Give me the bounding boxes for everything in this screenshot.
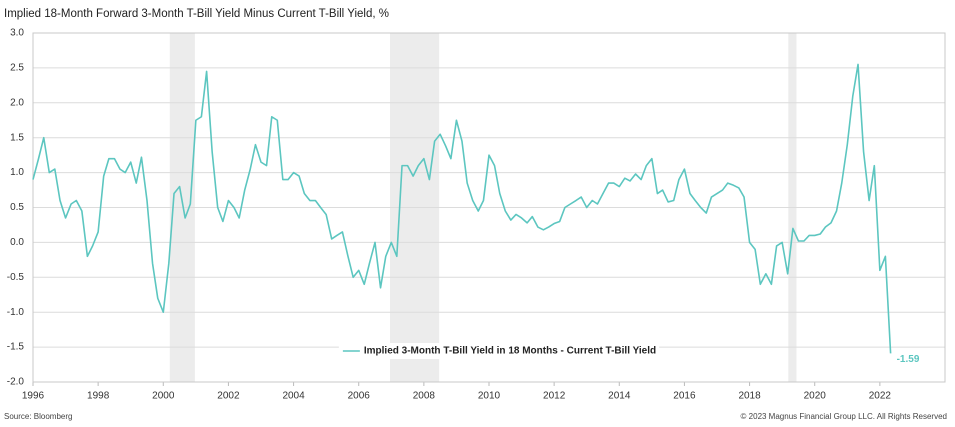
y-tick-label: -0.5: [7, 272, 25, 283]
chart-title: Implied 18-Month Forward 3-Month T-Bill …: [4, 8, 389, 20]
plot-frame: [32, 32, 946, 383]
x-tick-label: 2018: [738, 391, 761, 402]
legend-label: Implied 3-Month T-Bill Yield in 18 Month…: [364, 346, 656, 357]
y-tick-label: 0.0: [10, 237, 24, 248]
y-tick-label: 2.0: [10, 97, 24, 108]
y-tick-label: -1.5: [7, 342, 25, 353]
x-tick-label: 2008: [413, 391, 436, 402]
y-tick-label: -1.0: [7, 307, 25, 318]
x-tick-label: 2016: [673, 391, 696, 402]
end-label: -1.59: [897, 354, 920, 365]
y-tick-label: -2.0: [7, 377, 25, 388]
x-tick-label: 2014: [608, 391, 631, 402]
y-tick-label: 3.0: [10, 28, 24, 39]
x-tick-label: 2012: [543, 391, 566, 402]
x-tick-label: 2020: [804, 391, 827, 402]
data-line: [32, 63, 892, 354]
legend: Implied 3-Month T-Bill Yield in 18 Month…: [338, 343, 660, 359]
x-tick-label: 1998: [87, 391, 110, 402]
legend-box: [338, 343, 660, 359]
y-tick-label: 2.5: [10, 63, 24, 74]
x-tick-label: 2004: [282, 391, 305, 402]
source: Source: Bloomberg: [4, 412, 72, 421]
y-tick-label: 1.5: [10, 132, 24, 143]
x-tick-label: 2006: [348, 391, 371, 402]
x-tick-label: 2000: [152, 391, 175, 402]
x-tick-label: 1996: [22, 391, 45, 402]
x-tick-label: 2002: [217, 391, 240, 402]
y-tick-label: 1.0: [10, 167, 24, 178]
x-tick-label: 2022: [869, 391, 892, 402]
x-tick-label: 2010: [478, 391, 501, 402]
y-tick-label: 0.5: [10, 202, 24, 213]
copyright: © 2023 Magnus Financial Group LLC. All R…: [741, 412, 947, 421]
